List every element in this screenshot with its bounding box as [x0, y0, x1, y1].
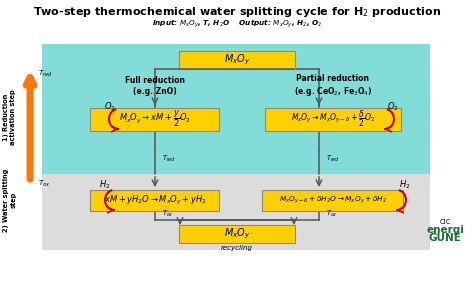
FancyBboxPatch shape: [179, 225, 295, 243]
Text: GUNE: GUNE: [428, 233, 461, 243]
Text: Partial reduction
(e.g. CeO$_2$, Fe$_3$O$_4$): Partial reduction (e.g. CeO$_2$, Fe$_3$O…: [294, 74, 372, 98]
FancyBboxPatch shape: [265, 107, 401, 131]
Bar: [42, 174, 430, 250]
Text: Two-step thermochemical water splitting cycle for H$_2$ production: Two-step thermochemical water splitting …: [33, 5, 441, 19]
Text: $xM + yH_2O \rightarrow M_xO_y + yH_2$: $xM + yH_2O \rightarrow M_xO_y + yH_2$: [104, 193, 206, 206]
Text: $M_xO_y \rightarrow M_xO_{y-\delta} + \dfrac{\delta}{2}O_2$: $M_xO_y \rightarrow M_xO_{y-\delta} + \d…: [291, 109, 375, 129]
Text: $M_xO_y \rightarrow xM + \dfrac{y}{2}O_2$: $M_xO_y \rightarrow xM + \dfrac{y}{2}O_2…: [119, 109, 191, 129]
Text: 2) Water spitting
step: 2) Water spitting step: [3, 168, 17, 232]
Text: $M_xO_y$: $M_xO_y$: [224, 53, 250, 67]
Text: $T_{red}$: $T_{red}$: [38, 69, 53, 79]
Text: $T_{red}$: $T_{red}$: [326, 154, 340, 164]
FancyBboxPatch shape: [91, 107, 219, 131]
Text: CIC: CIC: [439, 219, 451, 225]
Text: Input: $M_xO_y$, T, H$_2$O    Output: $M_xO_y$, H$_2$, O$_2$: Input: $M_xO_y$, T, H$_2$O Output: $M_xO…: [152, 17, 322, 30]
FancyBboxPatch shape: [91, 190, 219, 210]
Text: 1) Reduction
activation step: 1) Reduction activation step: [3, 89, 17, 145]
Text: $M_xO_{y-\delta} + \delta H_2O \rightarrow M_xO_y + \delta H_2$: $M_xO_{y-\delta} + \delta H_2O \rightarr…: [279, 194, 387, 206]
Text: $T_{ox}$: $T_{ox}$: [326, 209, 337, 219]
FancyBboxPatch shape: [263, 190, 403, 210]
Text: $O_2$: $O_2$: [387, 101, 399, 113]
FancyBboxPatch shape: [179, 51, 295, 69]
Bar: [42, 44, 430, 174]
Text: $T_{red}$: $T_{red}$: [162, 154, 176, 164]
Text: Full reduction
(e.g. ZnO): Full reduction (e.g. ZnO): [125, 76, 185, 96]
Text: $O_2$: $O_2$: [104, 101, 116, 113]
Text: $H_2$: $H_2$: [99, 179, 111, 191]
Text: $T_{ox}$: $T_{ox}$: [162, 209, 173, 219]
Text: recycling: recycling: [221, 245, 253, 251]
Text: energi: energi: [426, 225, 464, 235]
Text: $T_{ox}$: $T_{ox}$: [38, 179, 50, 189]
Text: $H_2$: $H_2$: [399, 179, 411, 191]
Text: $M_xO_y$: $M_xO_y$: [224, 227, 250, 241]
